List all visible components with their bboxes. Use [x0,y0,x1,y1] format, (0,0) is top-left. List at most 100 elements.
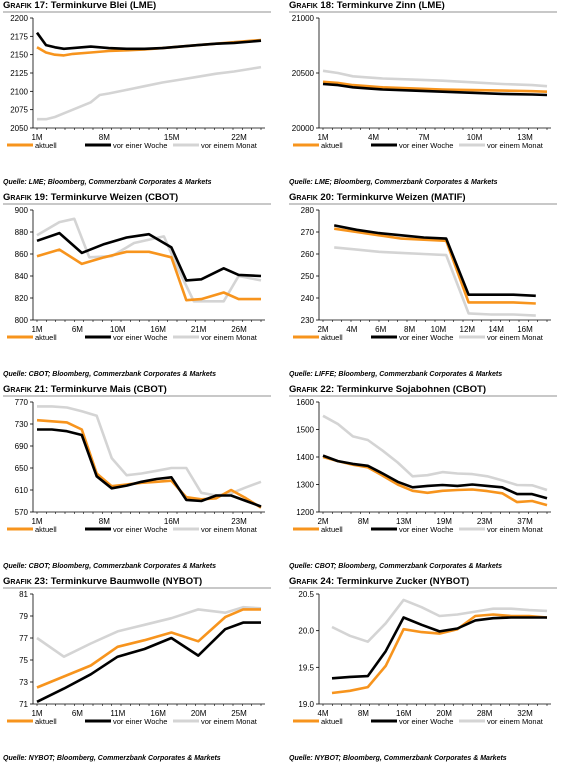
y-tick-label: 81 [19,590,28,599]
title-rule [3,395,271,397]
y-tick-label: 860 [15,250,29,259]
series-line-aktuell [331,613,548,695]
chart-title: Grafik 18: Terminkurve Zinn (LME) [289,0,445,11]
y-tick-label: 2075 [10,106,28,115]
y-tick-label: 610 [15,486,29,495]
x-tick-label: 8M [99,133,110,142]
series-line-woche [322,454,548,500]
y-tick-label: 20500 [292,69,315,78]
y-tick-label: 2100 [10,87,28,96]
grafik-name: : Terminkurve Sojabohnen (CBOT) [331,384,487,395]
chart-svg: 1200 1300 1400 1500 1600 2M 8M 13M 19M 23M 37M aktu… [293,398,551,534]
x-tick-label: 10M [431,325,447,334]
x-tick-label: 26M [231,325,247,334]
title-rule [289,587,557,589]
x-tick-label: 8M [358,709,369,718]
series-line-woche [331,616,547,680]
grafik-number: 19 [34,192,45,203]
chart-svg: 570 610 650 690 730 770 1M 8M 16M 23M aktuell vor e… [7,398,265,534]
chart-panel-17: Grafik 17: Terminkurve Blei (LME) 2050 20… [3,0,271,186]
chart-title: Grafik 22: Terminkurve Sojabohnen (CBOT) [289,384,486,395]
grafik-number: 18 [320,0,331,11]
y-tick-label: 230 [301,316,315,325]
legend-label: vor einem Monat [201,333,258,342]
chart-source: Quelle: LME; Bloomberg, Commerzbank Corp… [3,179,212,186]
grafik-number: 22 [320,384,331,395]
y-tick-label: 880 [15,228,29,237]
grafik-prefix: Grafik [3,384,32,395]
y-tick-label: 79 [19,612,28,621]
legend-label: vor einer Woche [399,525,453,534]
legend-label: aktuell [321,141,343,150]
y-tick-label: 900 [15,206,29,215]
grafik-prefix: Grafik [289,576,318,587]
y-tick-label: 71 [19,700,28,709]
y-tick-label: 2125 [10,69,28,78]
y-tick-label: 21000 [292,14,315,23]
legend-label: aktuell [321,333,343,342]
grafik-prefix: Grafik [3,0,32,11]
x-tick-label: 16M [150,709,166,718]
grafik-name: : Terminkurve Zinn (LME) [331,0,445,11]
series-line-monat [331,598,548,644]
x-tick-label: 6M [72,709,83,718]
chart-svg: 800 820 840 860 880 900 1M 6M 10M 16M 21M 26M aktuel… [7,206,265,342]
x-tick-label: 22M [231,133,247,142]
chart-source: Quelle: CBOT; Bloomberg, Commerzbank Cor… [289,563,503,570]
x-tick-label: 4M [346,325,357,334]
x-tick-label: 16M [150,325,166,334]
chart-title: Grafik 24: Terminkurve Zucker (NYBOT) [289,576,469,587]
x-tick-label: 4M [317,709,328,718]
x-tick-label: 37M [517,517,533,526]
y-tick-label: 20000 [292,124,315,133]
grafik-name: : Terminkurve Weizen (CBOT) [45,192,179,203]
legend-label: vor einem Monat [201,525,258,534]
x-tick-label: 8M [99,517,110,526]
grafik-name: : Terminkurve Mais (CBOT) [45,384,167,395]
chart-source: Quelle: CBOT; Bloomberg, Commerzbank Cor… [3,563,217,570]
series-line-monat [36,605,262,658]
y-tick-label: 770 [15,398,29,407]
x-tick-label: 1M [31,325,42,334]
legend-label: aktuell [35,141,57,150]
x-tick-label: 8M [358,517,369,526]
chart-panel-21: Grafik 21: Terminkurve Mais (CBOT) 570 61… [3,384,271,570]
y-tick-label: 77 [19,634,28,643]
legend-label: vor einem Monat [201,141,258,150]
legend-label: vor einem Monat [487,717,544,726]
legend-label: aktuell [321,717,343,726]
legend-label: vor einer Woche [399,141,453,150]
x-tick-label: 4M [368,133,379,142]
chart-svg: 2050 2075 2100 2125 2150 2175 2200 1M 8M 15M 22M ak… [7,14,265,150]
title-rule [289,11,557,13]
chart-title: Grafik 21: Terminkurve Mais (CBOT) [3,384,167,395]
x-tick-label: 16M [517,325,533,334]
x-tick-label: 20M [191,709,207,718]
series-line-monat [334,246,536,317]
series-line-woche [37,428,262,508]
x-tick-label: 1M [31,709,42,718]
series-line-monat [322,414,548,492]
y-tick-label: 260 [301,250,315,259]
y-tick-label: 1600 [296,398,314,407]
y-tick-label: 1500 [296,426,314,435]
title-rule [289,203,557,205]
x-tick-label: 11M [110,709,125,718]
legend-label: vor einer Woche [113,717,167,726]
x-tick-label: 2M [317,517,328,526]
x-tick-label: 21M [191,325,207,334]
chart-title: Grafik 20: Terminkurve Weizen (MATIF) [289,192,466,203]
x-tick-label: 6M [375,325,386,334]
x-tick-label: 32M [517,709,533,718]
series-line-woche [35,31,262,51]
y-tick-label: 840 [15,272,29,281]
y-tick-label: 2175 [10,32,28,41]
grafik-number: 20 [320,192,331,203]
chart-panel-24: Grafik 24: Terminkurve Zucker (NYBOT) 19… [289,576,557,762]
chart-source: Quelle: LME; Bloomberg, Commerzbank Corp… [289,179,498,186]
legend-label: vor einer Woche [113,525,167,534]
series-line-monat [37,65,262,121]
y-tick-label: 690 [15,442,29,451]
title-rule [3,203,271,205]
legend-label: aktuell [35,333,57,342]
